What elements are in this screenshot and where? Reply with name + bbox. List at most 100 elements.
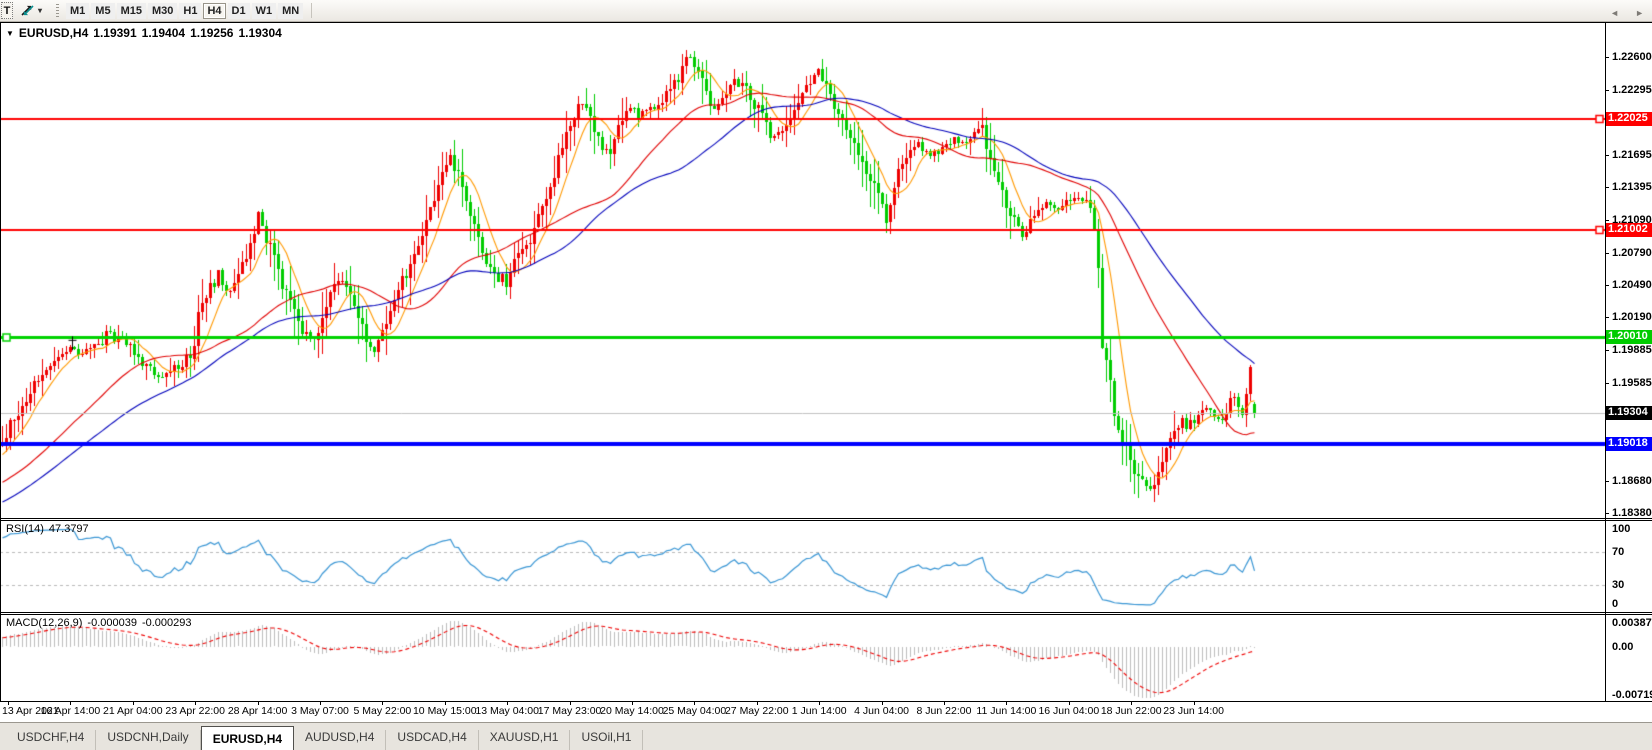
timeframe-button-w1[interactable]: W1 bbox=[251, 2, 277, 19]
timeframe-toolbar: M1 M5 M15 M30 H1 H4 D1 W1 MN bbox=[65, 2, 304, 19]
price-line-label: 1.22025 bbox=[1606, 112, 1652, 126]
time-axis[interactable]: 13 Apr 2021 16 Apr 14:00 21 Apr 04:00 23 Ap… bbox=[0, 702, 1652, 723]
time-tick-mark bbox=[507, 702, 508, 705]
time-axis-label: 25 May 04:00 bbox=[662, 705, 727, 717]
chart-tab-usdchf-h4[interactable]: USDCHF,H4 bbox=[6, 730, 97, 750]
chart-tab-eurusd-h4[interactable]: EURUSD,H4 bbox=[200, 726, 295, 750]
time-axis-label: 23 Apr 22:00 bbox=[165, 705, 225, 717]
price-tick-label: 1.22295 bbox=[1612, 83, 1652, 96]
chart-tab-usoil-h1[interactable]: USOil,H1 bbox=[570, 730, 644, 750]
timeframe-button-mn[interactable]: MN bbox=[278, 2, 304, 19]
time-axis-label: 23 Jun 14:00 bbox=[1163, 705, 1224, 717]
rsi-pane-label: RSI(14) 47.3797 bbox=[6, 523, 94, 535]
time-axis-label: 3 May 07:00 bbox=[291, 705, 349, 717]
chart-symbol-label: EURUSD,H4 bbox=[18, 26, 89, 40]
price-tick-label: 1.21395 bbox=[1612, 181, 1652, 194]
time-tick-mark bbox=[632, 702, 633, 705]
dropdown-caret-icon: ▾ bbox=[38, 6, 43, 15]
text-tool-button[interactable]: T bbox=[1, 2, 13, 19]
rsi-indicator-canvas[interactable] bbox=[0, 520, 1605, 612]
price-tick-label: 1.20190 bbox=[1612, 311, 1652, 324]
time-tick-mark bbox=[944, 702, 945, 705]
time-tick-mark bbox=[133, 702, 134, 705]
timeframe-button-m30[interactable]: M30 bbox=[147, 2, 178, 19]
timeframe-button-m1[interactable]: M1 bbox=[66, 2, 90, 19]
time-axis-label: 16 Apr 14:00 bbox=[40, 705, 101, 717]
toolbar-grip bbox=[56, 3, 60, 18]
price-line-label: 1.19018 bbox=[1606, 437, 1652, 451]
time-axis-label: 8 Jun 22:00 bbox=[916, 705, 972, 717]
price-tick-mark bbox=[1605, 382, 1609, 384]
tab-scroll-right-icon[interactable]: ► bbox=[1635, 8, 1644, 18]
timeframe-button-m5[interactable]: M5 bbox=[91, 2, 115, 19]
price-axis-border[interactable] bbox=[1605, 22, 1606, 702]
macd-pane-bottom-border bbox=[0, 701, 1652, 702]
price-tick-label: 1.20490 bbox=[1612, 278, 1652, 291]
time-tick-mark bbox=[445, 702, 446, 705]
price-tick-mark bbox=[1605, 512, 1609, 514]
chart-tab-xauusd-h1[interactable]: XAUUSD,H1 bbox=[479, 730, 571, 750]
ohlc-open: 1.19391 bbox=[93, 26, 137, 40]
time-tick-mark bbox=[382, 702, 383, 705]
price-tick-mark bbox=[1605, 187, 1609, 189]
top-toolbar: T ▾ M1 M5 M15 M30 H1 H4 D1 W1 MN bbox=[0, 0, 1652, 22]
time-tick-mark bbox=[757, 702, 758, 705]
timeframe-button-h4[interactable]: H4 bbox=[203, 2, 226, 19]
macd-scale-label: 0.003873 bbox=[1612, 617, 1652, 629]
chart-tab-bar: USDCHF,H4 USDCNH,Daily EURUSD,H4 AUDUSD,H4 U… bbox=[0, 722, 1652, 750]
chart-tab-audusd-h4[interactable]: AUDUSD,H4 bbox=[294, 730, 387, 750]
time-tick-mark bbox=[694, 702, 695, 705]
time-axis-label: 17 May 23:00 bbox=[537, 705, 602, 717]
arrows-dropdown-button[interactable]: ▾ bbox=[15, 2, 47, 19]
tab-navigation: ◄ ► bbox=[1610, 8, 1644, 18]
time-axis-label: 1 Jun 14:00 bbox=[791, 705, 847, 717]
macd-indicator-canvas[interactable] bbox=[0, 614, 1605, 701]
time-tick-mark bbox=[570, 702, 571, 705]
chart-left-border bbox=[0, 22, 1, 702]
price-tick-mark bbox=[1605, 57, 1609, 58]
price-line-label: 1.19304 bbox=[1606, 406, 1652, 420]
price-tick-mark bbox=[1605, 154, 1609, 156]
timeframe-button-h1[interactable]: H1 bbox=[179, 2, 202, 19]
macd-scale-label: -0.007195 bbox=[1612, 689, 1652, 701]
time-tick-mark bbox=[1131, 702, 1132, 705]
price-tick-label: 1.19885 bbox=[1612, 344, 1652, 357]
toolbar-separator bbox=[311, 3, 313, 18]
macd-scale-label: 0.00 bbox=[1612, 641, 1634, 653]
price-chart-canvas[interactable] bbox=[0, 22, 1605, 518]
price-tick-label: 1.19585 bbox=[1612, 376, 1652, 389]
macd-signal-value: -0.000293 bbox=[141, 617, 192, 629]
chart-tab-usdcnh-daily[interactable]: USDCNH,Daily bbox=[96, 730, 201, 750]
time-axis-label: 13 Apr 2021 bbox=[2, 705, 59, 717]
arrows-icon bbox=[21, 5, 34, 16]
time-tick-mark bbox=[819, 702, 820, 705]
collapse-triangle-icon[interactable]: ▼ bbox=[6, 29, 14, 38]
time-tick-mark bbox=[1194, 702, 1195, 705]
time-tick-mark bbox=[320, 702, 321, 705]
rsi-scale-label: 0 bbox=[1612, 598, 1619, 610]
price-tick-label: 1.18380 bbox=[1612, 506, 1652, 519]
rsi-scale-label: 100 bbox=[1612, 523, 1631, 535]
ohlc-high: 1.19404 bbox=[141, 26, 186, 40]
price-tick-label: 1.18680 bbox=[1612, 474, 1652, 487]
chart-tab-usdcad-h4[interactable]: USDCAD,H4 bbox=[386, 730, 479, 750]
timeframe-button-m15[interactable]: M15 bbox=[116, 2, 146, 19]
time-axis-label: 16 Jun 04:00 bbox=[1038, 705, 1100, 717]
macd-pane-top-border bbox=[0, 614, 1652, 615]
macd-main-value: -0.000039 bbox=[87, 617, 137, 629]
time-tick-mark bbox=[8, 702, 9, 705]
time-axis-label: 28 Apr 14:00 bbox=[227, 705, 288, 717]
time-axis-label: 13 May 04:00 bbox=[475, 705, 539, 717]
price-tick-mark bbox=[1605, 284, 1609, 286]
timeframe-button-d1[interactable]: D1 bbox=[227, 2, 250, 19]
rsi-pane-bottom-border bbox=[0, 612, 1652, 613]
tab-scroll-left-icon[interactable]: ◄ bbox=[1610, 8, 1620, 18]
time-tick-mark bbox=[70, 702, 71, 705]
main-pane-bottom-border bbox=[0, 518, 1652, 519]
time-axis-label: 5 May 22:00 bbox=[353, 705, 412, 717]
time-tick-mark bbox=[1006, 702, 1007, 705]
price-tick-mark bbox=[1605, 480, 1609, 482]
ohlc-low: 1.19256 bbox=[190, 26, 234, 40]
price-tick-mark bbox=[1605, 252, 1609, 254]
